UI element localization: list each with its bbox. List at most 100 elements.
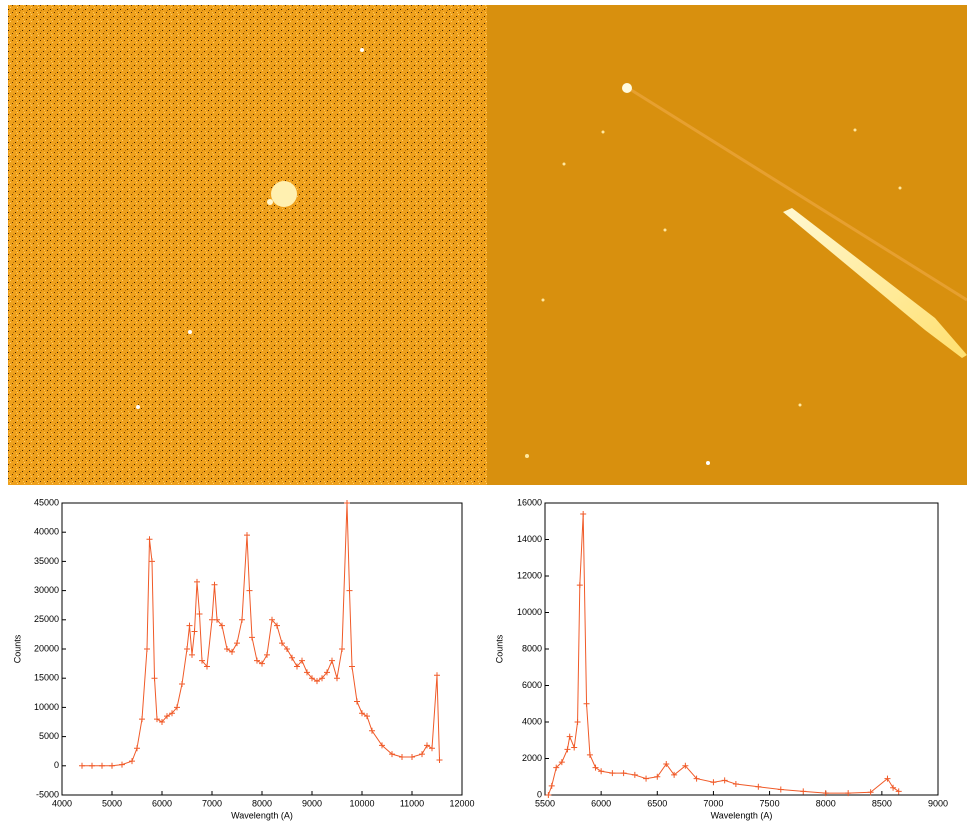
point-marker	[896, 788, 902, 794]
y-tick-label: 2000	[522, 753, 542, 763]
point-marker	[654, 774, 660, 780]
point-marker	[229, 649, 235, 655]
point-marker	[329, 658, 335, 664]
point-marker	[189, 652, 195, 658]
point-marker	[632, 772, 638, 778]
point-marker	[99, 763, 105, 769]
point-marker	[254, 658, 260, 664]
point-marker	[369, 728, 375, 734]
x-tick-label: 9000	[302, 798, 322, 808]
y-tick-label: 5000	[39, 731, 59, 741]
point-marker	[339, 646, 345, 652]
star	[899, 187, 902, 190]
point-marker	[212, 582, 218, 588]
star	[563, 163, 566, 166]
point-marker	[109, 763, 115, 769]
y-tick-label: 40000	[34, 527, 59, 537]
y-tick-label: 15000	[34, 673, 59, 683]
point-marker	[349, 664, 355, 670]
sky	[487, 5, 967, 485]
y-axis-label: Counts	[494, 634, 504, 663]
point-marker	[609, 770, 615, 776]
point-marker	[593, 765, 599, 771]
y-tick-label: 6000	[522, 680, 542, 690]
x-tick-label: 8500	[872, 798, 892, 808]
point-marker	[79, 763, 85, 769]
star	[602, 131, 605, 134]
point-marker	[184, 646, 190, 652]
point-marker	[192, 628, 198, 634]
point-marker	[890, 785, 896, 791]
y-tick-label: 10000	[34, 702, 59, 712]
point-marker	[434, 672, 440, 678]
x-tick-label: 6000	[152, 798, 172, 808]
point-marker	[584, 701, 590, 707]
point-marker	[249, 634, 255, 640]
point-marker	[224, 646, 230, 652]
point-marker	[598, 768, 604, 774]
star	[854, 129, 857, 132]
point-marker	[567, 734, 573, 740]
y-tick-label: 45000	[34, 497, 59, 507]
star	[664, 229, 667, 232]
point-marker	[733, 781, 739, 787]
point-marker	[247, 588, 253, 594]
point-marker	[437, 757, 443, 763]
figure: -500005000100001500020000250003000035000…	[0, 0, 967, 826]
point-marker	[134, 745, 140, 751]
x-tick-label: 4000	[52, 798, 72, 808]
point-marker	[152, 675, 158, 681]
point-marker	[359, 710, 365, 716]
star	[267, 199, 273, 205]
point-marker	[264, 652, 270, 658]
y-tick-label: 16000	[517, 497, 542, 507]
point-marker	[149, 558, 155, 564]
x-tick-label: 12000	[449, 798, 474, 808]
point-marker	[571, 745, 577, 751]
galaxy	[271, 181, 297, 207]
x-tick-label: 5000	[102, 798, 122, 808]
point-marker	[334, 675, 340, 681]
point-marker	[144, 646, 150, 652]
star	[188, 330, 192, 334]
y-tick-label: 0	[54, 760, 59, 770]
y-tick-label: 30000	[34, 585, 59, 595]
x-tick-label: 8000	[252, 798, 272, 808]
point-marker	[119, 762, 125, 768]
y-tick-label: 14000	[517, 534, 542, 544]
star	[360, 48, 364, 52]
x-tick-label: 11000	[400, 798, 424, 808]
star	[799, 404, 802, 407]
spectrum-line	[548, 514, 898, 795]
point-marker	[89, 763, 95, 769]
point-marker	[259, 661, 265, 667]
point-marker	[194, 579, 200, 585]
point-marker	[139, 716, 145, 722]
spectrum-line	[82, 503, 440, 766]
point-marker	[187, 623, 193, 629]
point-marker	[424, 742, 430, 748]
y-tick-label: 4000	[522, 716, 542, 726]
star	[525, 454, 529, 458]
star	[542, 299, 545, 302]
star	[136, 405, 140, 409]
point-marker	[564, 746, 570, 752]
x-tick-label: 6500	[647, 798, 667, 808]
y-tick-label: 10000	[517, 607, 542, 617]
point-marker	[710, 779, 716, 785]
point-marker	[577, 582, 583, 588]
y-tick-label: 25000	[34, 614, 59, 624]
noise-field	[8, 5, 487, 485]
point-marker	[147, 536, 153, 542]
star	[622, 83, 632, 93]
point-marker	[755, 784, 761, 790]
point-marker	[289, 655, 295, 661]
point-marker	[429, 745, 435, 751]
point-marker	[587, 752, 593, 758]
point-marker	[347, 588, 353, 594]
point-marker	[244, 532, 250, 538]
x-tick-label: 5500	[535, 798, 555, 808]
point-marker	[621, 770, 627, 776]
point-marker	[129, 758, 135, 764]
left-image	[8, 5, 487, 485]
